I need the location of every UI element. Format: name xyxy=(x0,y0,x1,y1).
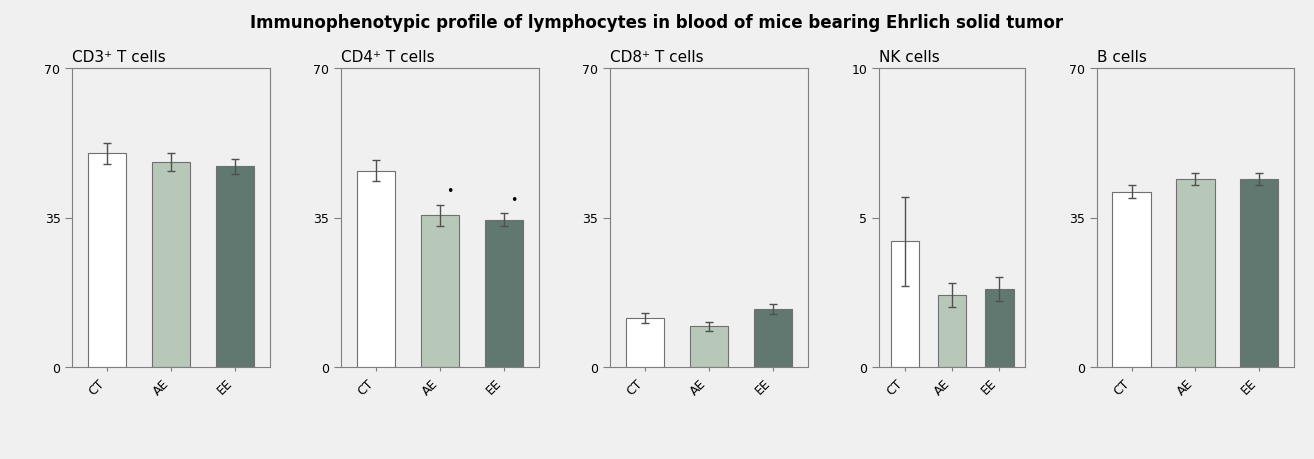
Bar xyxy=(88,154,126,367)
Text: •: • xyxy=(445,185,453,198)
Bar xyxy=(1176,179,1214,367)
Bar xyxy=(1113,192,1151,367)
Text: CD3⁺ T cells: CD3⁺ T cells xyxy=(72,50,166,65)
Text: CD4⁺ T cells: CD4⁺ T cells xyxy=(342,50,435,65)
Bar xyxy=(754,310,792,367)
Bar xyxy=(986,290,1013,367)
Text: Immunophenotypic profile of lymphocytes in blood of mice bearing Ehrlich solid t: Immunophenotypic profile of lymphocytes … xyxy=(251,14,1063,32)
Bar xyxy=(152,162,191,367)
Bar xyxy=(215,167,254,367)
Bar xyxy=(1240,179,1279,367)
Bar xyxy=(938,296,966,367)
Text: CD8⁺ T cells: CD8⁺ T cells xyxy=(610,50,704,65)
Bar xyxy=(357,171,396,367)
Text: NK cells: NK cells xyxy=(879,50,940,65)
Bar xyxy=(891,242,920,367)
Bar xyxy=(690,327,728,367)
Bar xyxy=(627,318,665,367)
Bar xyxy=(420,216,460,367)
Text: •: • xyxy=(510,193,518,206)
Text: B cells: B cells xyxy=(1097,50,1146,65)
Bar xyxy=(485,220,523,367)
